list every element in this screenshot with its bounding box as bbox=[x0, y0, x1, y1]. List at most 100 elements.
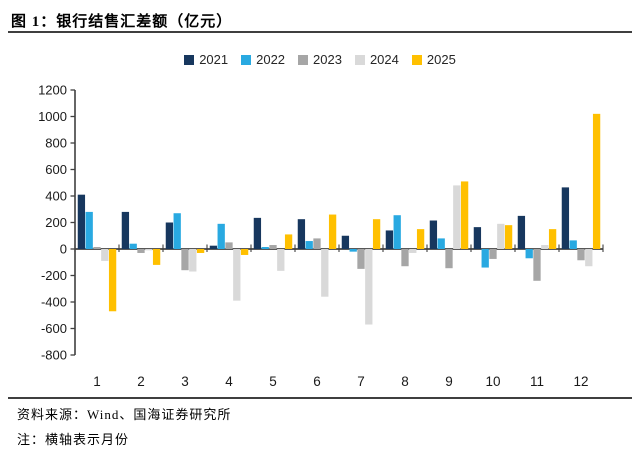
bar-2023-month-1 bbox=[93, 247, 101, 249]
bar-2021-month-11 bbox=[517, 215, 526, 249]
y-axis-label: 1200 bbox=[38, 83, 67, 98]
bar-2023-month-7 bbox=[357, 249, 365, 269]
x-axis-label: 4 bbox=[225, 374, 233, 389]
x-axis-label: 9 bbox=[445, 374, 453, 389]
bar-2025-month-9 bbox=[460, 181, 469, 249]
legend-swatch-2024 bbox=[354, 54, 365, 65]
bar-2023-month-2 bbox=[137, 249, 145, 253]
bar-2024-month-8 bbox=[409, 249, 417, 253]
legend-item-2023: 2023 bbox=[298, 52, 342, 67]
bar-2023-month-6 bbox=[313, 238, 321, 249]
legend-swatch-2025 bbox=[411, 54, 422, 65]
bar-2022-month-8 bbox=[393, 215, 401, 249]
bar-2021-month-5 bbox=[253, 217, 262, 249]
bar-2022-month-10 bbox=[481, 249, 489, 268]
y-axis-label: -600 bbox=[41, 321, 67, 336]
bar-2025-month-4 bbox=[240, 249, 249, 255]
bar-2024-month-3 bbox=[189, 249, 197, 272]
bar-2025-month-11 bbox=[548, 229, 557, 249]
y-axis-label: 200 bbox=[45, 215, 67, 230]
bar-2021-month-3 bbox=[165, 222, 174, 249]
y-axis-label: 400 bbox=[45, 189, 67, 204]
bar-2022-month-6 bbox=[305, 241, 313, 249]
chart-legend: 2021 2022 2023 2024 2025 bbox=[0, 52, 640, 67]
bar-2021-month-2 bbox=[121, 211, 130, 249]
bar-2024-month-1 bbox=[101, 249, 109, 261]
bar-2023-month-12 bbox=[577, 249, 585, 261]
bar-2021-month-4 bbox=[209, 245, 218, 249]
x-axis-label: 1 bbox=[93, 374, 101, 389]
y-axis-label: -400 bbox=[41, 295, 67, 310]
bar-2023-month-3 bbox=[181, 249, 189, 271]
bar-2022-month-9 bbox=[437, 238, 445, 249]
x-axis-label: 8 bbox=[401, 374, 409, 389]
bar-2025-month-12 bbox=[592, 113, 601, 249]
bar-2022-month-12 bbox=[569, 240, 577, 249]
bar-2024-month-6 bbox=[321, 249, 329, 297]
bar-2021-month-12 bbox=[561, 187, 570, 249]
bar-2025-month-8 bbox=[416, 229, 425, 249]
bar-2022-month-11 bbox=[525, 249, 533, 259]
title-divider bbox=[8, 31, 632, 33]
bar-2021-month-9 bbox=[429, 220, 438, 249]
source-text: 资料来源：Wind、国海证券研究所 bbox=[17, 407, 232, 422]
y-axis-label: -200 bbox=[41, 268, 67, 283]
bar-2024-month-11 bbox=[541, 245, 549, 249]
x-axis-label: 7 bbox=[357, 374, 365, 389]
legend-label-2023: 2023 bbox=[313, 52, 342, 67]
bar-2023-month-4 bbox=[225, 242, 233, 249]
y-axis-label: 800 bbox=[45, 136, 67, 151]
y-axis-label: 600 bbox=[45, 162, 67, 177]
y-axis-label: 0 bbox=[60, 242, 67, 257]
bar-2021-month-8 bbox=[385, 230, 394, 249]
footer-divider bbox=[8, 397, 632, 399]
legend-swatch-2021 bbox=[184, 54, 195, 65]
figure-title: 图 1：银行结售汇差额（亿元） bbox=[11, 14, 233, 30]
bar-2025-month-3 bbox=[196, 249, 205, 253]
x-axis-label: 2 bbox=[137, 374, 145, 389]
legend-label-2022: 2022 bbox=[256, 52, 286, 67]
legend-item-2021: 2021 bbox=[184, 52, 228, 67]
bar-2021-month-1 bbox=[77, 194, 86, 249]
legend-item-2024: 2024 bbox=[354, 52, 399, 67]
bar-2025-month-5 bbox=[284, 234, 293, 249]
bar-2023-month-10 bbox=[489, 249, 497, 259]
legend-label-2024: 2024 bbox=[369, 52, 399, 67]
bar-2023-month-8 bbox=[401, 249, 409, 267]
bar-2024-month-9 bbox=[453, 185, 461, 249]
bar-2024-month-12 bbox=[585, 249, 593, 267]
bar-2022-month-4 bbox=[217, 223, 225, 249]
bar-2025-month-10 bbox=[504, 225, 513, 249]
bar-2021-month-10 bbox=[473, 227, 482, 249]
x-axis-label: 6 bbox=[313, 374, 321, 389]
bar-2025-month-7 bbox=[372, 219, 381, 249]
bar-2025-month-6 bbox=[328, 214, 337, 249]
legend-label-2025: 2025 bbox=[426, 52, 456, 67]
bar-2022-month-3 bbox=[173, 213, 181, 249]
bar-2025-month-2 bbox=[152, 249, 161, 265]
legend-swatch-2023 bbox=[298, 54, 309, 65]
bar-2024-month-7 bbox=[365, 249, 373, 325]
x-axis-label: 12 bbox=[573, 374, 588, 389]
bar-2023-month-5 bbox=[269, 245, 277, 249]
y-axis-label: -800 bbox=[41, 348, 67, 363]
y-axis-label: 1000 bbox=[38, 109, 67, 124]
x-axis-label: 3 bbox=[181, 374, 189, 389]
bar-2021-month-7 bbox=[341, 235, 350, 249]
x-axis-label: 10 bbox=[485, 374, 500, 389]
bar-2021-month-6 bbox=[297, 219, 306, 249]
bar-2024-month-4 bbox=[233, 249, 241, 301]
x-axis-label: 11 bbox=[530, 374, 544, 389]
bar-2022-month-1 bbox=[85, 211, 93, 249]
bar-2024-month-2 bbox=[145, 249, 153, 251]
legend-swatch-2022 bbox=[241, 54, 252, 65]
legend-item-2025: 2025 bbox=[411, 52, 456, 67]
x-axis-label: 5 bbox=[269, 374, 277, 389]
legend-item-2022: 2022 bbox=[241, 52, 285, 67]
bar-2024-month-5 bbox=[277, 249, 285, 271]
bar-2024-month-10 bbox=[497, 223, 505, 249]
bar-2022-month-2 bbox=[129, 243, 137, 249]
bar-2023-month-11 bbox=[533, 249, 541, 281]
bar-2023-month-9 bbox=[445, 249, 453, 269]
